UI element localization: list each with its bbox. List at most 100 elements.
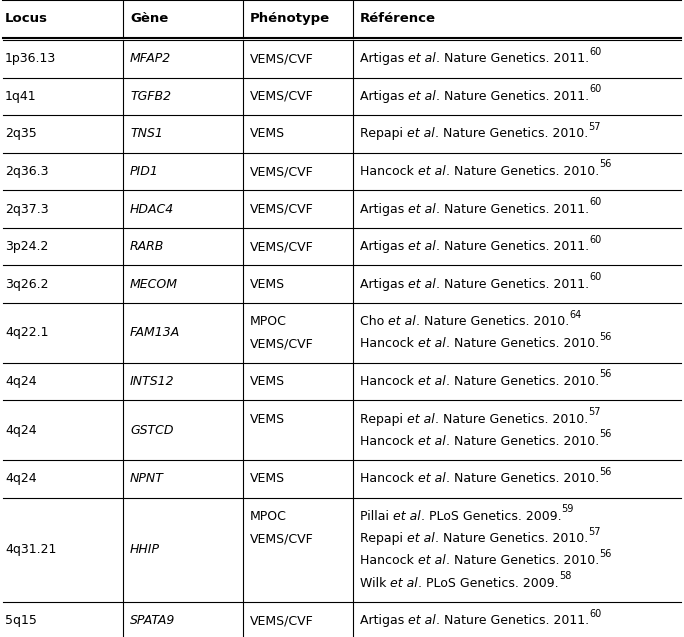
Text: VEMS/CVF: VEMS/CVF bbox=[250, 614, 314, 627]
Text: 4q24: 4q24 bbox=[5, 375, 37, 388]
Text: . Nature Genetics. 2010.: . Nature Genetics. 2010. bbox=[445, 473, 599, 485]
Text: Repapi: Repapi bbox=[360, 532, 407, 545]
Text: . Nature Genetics. 2010.: . Nature Genetics. 2010. bbox=[445, 435, 599, 448]
Text: . Nature Genetics. 2010.: . Nature Genetics. 2010. bbox=[445, 165, 599, 178]
Text: . PLoS Genetics. 2009.: . PLoS Genetics. 2009. bbox=[418, 576, 559, 590]
Text: INTS12: INTS12 bbox=[130, 375, 174, 388]
Text: 57: 57 bbox=[588, 527, 601, 536]
Text: 56: 56 bbox=[599, 467, 611, 477]
Text: 4q24: 4q24 bbox=[5, 424, 37, 437]
Text: MFAP2: MFAP2 bbox=[130, 52, 171, 66]
Text: Locus: Locus bbox=[5, 12, 48, 25]
Text: SPATA9: SPATA9 bbox=[130, 614, 175, 627]
Text: PID1: PID1 bbox=[130, 165, 159, 178]
Text: et al: et al bbox=[418, 375, 445, 388]
Text: et al: et al bbox=[407, 127, 435, 141]
Text: Référence: Référence bbox=[360, 12, 436, 25]
Text: . Nature Genetics. 2010.: . Nature Genetics. 2010. bbox=[435, 532, 588, 545]
Text: 56: 56 bbox=[599, 332, 611, 342]
Text: Cho: Cho bbox=[360, 315, 389, 328]
Text: VEMS/CVF: VEMS/CVF bbox=[250, 52, 314, 66]
Text: Wilk: Wilk bbox=[360, 576, 391, 590]
Text: 1p36.13: 1p36.13 bbox=[5, 52, 56, 66]
Text: . Nature Genetics. 2010.: . Nature Genetics. 2010. bbox=[435, 413, 588, 426]
Text: . Nature Genetics. 2011.: . Nature Genetics. 2011. bbox=[436, 614, 589, 627]
Text: 5q15: 5q15 bbox=[5, 614, 37, 627]
Text: NPNT: NPNT bbox=[130, 473, 164, 485]
Text: Artigas: Artigas bbox=[360, 278, 408, 290]
Text: 57: 57 bbox=[588, 407, 601, 417]
Text: et al: et al bbox=[418, 554, 445, 568]
Text: et al: et al bbox=[418, 338, 445, 350]
Text: Artigas: Artigas bbox=[360, 90, 408, 103]
Text: VEMS/CVF: VEMS/CVF bbox=[250, 165, 314, 178]
Text: 60: 60 bbox=[589, 84, 601, 94]
Text: et al: et al bbox=[408, 614, 436, 627]
Text: VEMS/CVF: VEMS/CVF bbox=[250, 532, 314, 545]
Text: . Nature Genetics. 2010.: . Nature Genetics. 2010. bbox=[445, 375, 599, 388]
Text: . Nature Genetics. 2011.: . Nature Genetics. 2011. bbox=[436, 52, 589, 66]
Text: VEMS/CVF: VEMS/CVF bbox=[250, 240, 314, 253]
Text: Hancock: Hancock bbox=[360, 338, 418, 350]
Text: 60: 60 bbox=[589, 608, 601, 619]
Text: . Nature Genetics. 2011.: . Nature Genetics. 2011. bbox=[436, 240, 589, 253]
Text: VEMS/CVF: VEMS/CVF bbox=[250, 338, 314, 350]
Text: et al: et al bbox=[418, 165, 445, 178]
Text: . Nature Genetics. 2011.: . Nature Genetics. 2011. bbox=[436, 90, 589, 103]
Text: et al: et al bbox=[408, 203, 436, 215]
Text: . Nature Genetics. 2010.: . Nature Genetics. 2010. bbox=[445, 338, 599, 350]
Text: 2q37.3: 2q37.3 bbox=[5, 203, 49, 215]
Text: et al: et al bbox=[393, 510, 421, 523]
Text: . PLoS Genetics. 2009.: . PLoS Genetics. 2009. bbox=[421, 510, 562, 523]
Text: . Nature Genetics. 2011.: . Nature Genetics. 2011. bbox=[436, 278, 589, 290]
Text: et al: et al bbox=[407, 532, 435, 545]
Text: et al: et al bbox=[418, 435, 445, 448]
Text: HDAC4: HDAC4 bbox=[130, 203, 174, 215]
Text: VEMS: VEMS bbox=[250, 413, 285, 426]
Text: RARB: RARB bbox=[130, 240, 164, 253]
Text: et al: et al bbox=[391, 576, 418, 590]
Text: FAM13A: FAM13A bbox=[130, 326, 181, 340]
Text: MPOC: MPOC bbox=[250, 510, 287, 523]
Text: Gène: Gène bbox=[130, 12, 168, 25]
Text: MECOM: MECOM bbox=[130, 278, 178, 290]
Text: 3p24.2: 3p24.2 bbox=[5, 240, 49, 253]
Text: Artigas: Artigas bbox=[360, 614, 408, 627]
Text: et al: et al bbox=[408, 278, 436, 290]
Text: 60: 60 bbox=[589, 272, 601, 282]
Text: . Nature Genetics. 2010.: . Nature Genetics. 2010. bbox=[416, 315, 569, 328]
Text: Artigas: Artigas bbox=[360, 240, 408, 253]
Text: 60: 60 bbox=[589, 234, 601, 245]
Text: . Nature Genetics. 2010.: . Nature Genetics. 2010. bbox=[435, 127, 588, 141]
Text: VEMS/CVF: VEMS/CVF bbox=[250, 203, 314, 215]
Text: Artigas: Artigas bbox=[360, 203, 408, 215]
Text: 59: 59 bbox=[562, 505, 574, 514]
Text: Artigas: Artigas bbox=[360, 52, 408, 66]
Text: 57: 57 bbox=[588, 122, 601, 132]
Text: HHIP: HHIP bbox=[130, 543, 160, 556]
Text: Hancock: Hancock bbox=[360, 554, 418, 568]
Text: 60: 60 bbox=[589, 197, 601, 207]
Text: et al: et al bbox=[389, 315, 416, 328]
Text: MPOC: MPOC bbox=[250, 315, 287, 328]
Text: Pillai: Pillai bbox=[360, 510, 393, 523]
Text: Hancock: Hancock bbox=[360, 435, 418, 448]
Text: VEMS: VEMS bbox=[250, 375, 285, 388]
Text: 4q31.21: 4q31.21 bbox=[5, 543, 56, 556]
Text: 1q41: 1q41 bbox=[5, 90, 37, 103]
Text: 2q35: 2q35 bbox=[5, 127, 37, 141]
Text: 60: 60 bbox=[589, 47, 601, 57]
Text: . Nature Genetics. 2010.: . Nature Genetics. 2010. bbox=[445, 554, 599, 568]
Text: VEMS/CVF: VEMS/CVF bbox=[250, 90, 314, 103]
Text: 4q24: 4q24 bbox=[5, 473, 37, 485]
Text: Phénotype: Phénotype bbox=[250, 12, 330, 25]
Text: 56: 56 bbox=[599, 549, 611, 559]
Text: Repapi: Repapi bbox=[360, 127, 407, 141]
Text: . Nature Genetics. 2011.: . Nature Genetics. 2011. bbox=[436, 203, 589, 215]
Text: 4q22.1: 4q22.1 bbox=[5, 326, 49, 340]
Text: Hancock: Hancock bbox=[360, 473, 418, 485]
Text: et al: et al bbox=[418, 473, 445, 485]
Text: VEMS: VEMS bbox=[250, 473, 285, 485]
Text: Hancock: Hancock bbox=[360, 165, 418, 178]
Text: 2q36.3: 2q36.3 bbox=[5, 165, 49, 178]
